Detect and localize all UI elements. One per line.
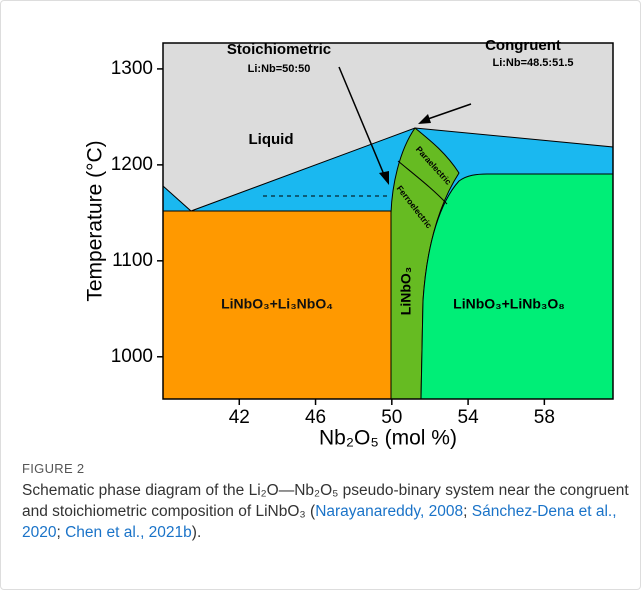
region-label: LiNbO₃+LiNb₃O₈ <box>453 296 565 312</box>
ticks: 42 46 50 54 58 1000 1100 1200 1300 <box>111 58 555 428</box>
arrow-head <box>379 171 389 185</box>
reference-link[interactable]: Narayanareddy, 2008 <box>315 503 464 520</box>
x-tick-label: 42 <box>229 407 250 428</box>
reference-link[interactable]: Chen et al., 2021b <box>65 524 192 541</box>
caption-text: ; <box>56 524 66 541</box>
region-label: LiNbO₃ <box>398 267 414 315</box>
annotation: Li:Nb=48.5:51.5 <box>492 57 573 69</box>
x-tick-label: 50 <box>381 407 402 428</box>
left-phase-region <box>162 210 392 400</box>
annotation: Stoichiometric <box>227 41 331 58</box>
x-tick-label: 46 <box>305 407 326 428</box>
y-tick-label: 1000 <box>111 346 153 367</box>
reference-link[interactable]: Sánchez-Dena et al., 2020 <box>22 503 617 541</box>
caption-text: ; <box>463 503 472 520</box>
right-phase-region <box>420 173 614 400</box>
y-tick-label: 1300 <box>111 58 153 79</box>
arrow-head <box>418 114 431 124</box>
y-tick-label: 1100 <box>112 250 153 271</box>
phase-diagram: 42 46 50 54 58 1000 1100 1200 1300 Stoichiometri… <box>84 37 614 450</box>
y-axis-label: Temperature (°C) <box>84 140 107 301</box>
caption: Schematic phase diagram of the Li₂O—Nb₂O… <box>22 480 632 543</box>
y-tick-label: 1200 <box>111 154 153 175</box>
x-tick-label: 58 <box>534 407 555 428</box>
annotation: Li:Nb=50:50 <box>248 63 311 75</box>
region-label: LiNbO₃+Li₃NbO₄ <box>221 296 333 312</box>
caption-text: Schematic phase diagram of the Li₂O—Nb₂O… <box>22 482 629 520</box>
arrow <box>424 103 472 121</box>
arrow <box>338 66 386 178</box>
figure-label: FIGURE 2 <box>22 461 85 476</box>
plot-frame <box>162 42 614 400</box>
annotation: Congruent <box>485 37 561 54</box>
x-tick-label: 54 <box>458 407 480 428</box>
region-label: Liquid <box>249 131 294 148</box>
phase-boundary <box>397 160 448 205</box>
caption-text: ). <box>191 524 202 541</box>
x-axis-label: Nb₂O₅ (mol %) <box>319 427 457 450</box>
